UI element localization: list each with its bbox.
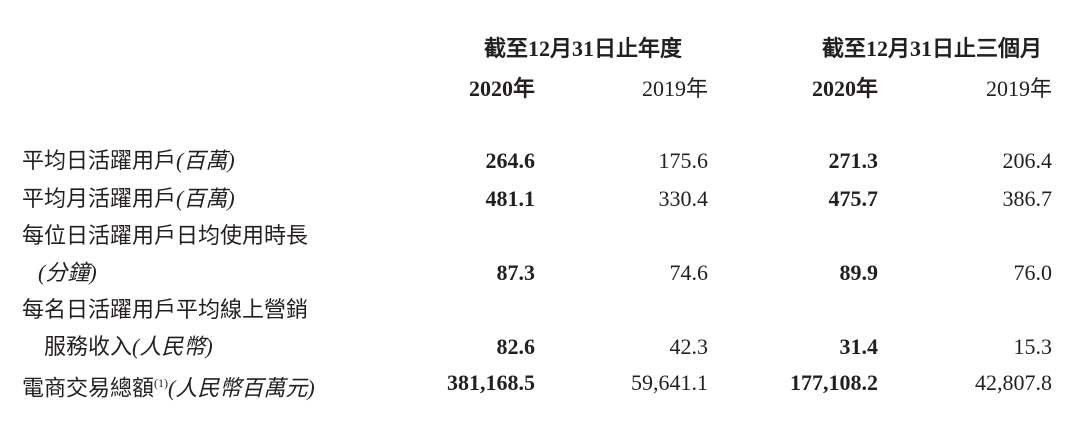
row-unit: (分鐘)	[38, 260, 97, 285]
cell-value: 330.4	[658, 186, 709, 211]
cell-value: 175.6	[658, 148, 709, 173]
cell-value: 264.6	[485, 148, 536, 173]
cell-value: 206.4	[1002, 148, 1053, 173]
row-label: 每位日活躍用戶日均使用時長	[22, 223, 309, 248]
cell-value: 381,168.5	[447, 370, 535, 395]
cell-value: 89.9	[839, 260, 879, 285]
row-label: 平均日活躍用戶	[22, 148, 177, 173]
row-label: 服務收入	[44, 334, 133, 359]
cell-value: 271.3	[828, 148, 879, 173]
footnote-ref: (1)	[154, 376, 169, 390]
cell-value: 177,108.2	[790, 370, 878, 395]
cell-value: 76.0	[1013, 260, 1053, 285]
cell-value: 15.3	[1013, 334, 1053, 359]
cell-value: 42,807.8	[975, 370, 1052, 395]
row-unit: (百萬)	[176, 148, 235, 173]
group-header: 截至12月31日止三個月	[821, 36, 1042, 61]
cell-value: 31.4	[839, 334, 879, 359]
cell-value: 74.6	[669, 260, 709, 285]
row-label-line: 電商交易總額(1)(人民幣百萬元)	[22, 370, 315, 401]
year-header: 2020年	[811, 76, 878, 101]
row-label-line: 服務收入(人民幣)	[44, 334, 213, 360]
cell-value: 87.3	[496, 260, 536, 285]
cell-value: 82.6	[496, 334, 536, 359]
row-label-line: 平均月活躍用戶(百萬)	[22, 186, 235, 212]
cell-value: 481.1	[485, 186, 536, 211]
group-header: 截至12月31日止年度	[483, 36, 682, 61]
cell-value: 475.7	[828, 186, 879, 211]
row-unit: (百萬)	[176, 186, 235, 211]
cell-value: 386.7	[1002, 186, 1053, 211]
cell-value: 59,641.1	[631, 370, 708, 395]
row-unit: (人民幣)	[132, 334, 213, 359]
row-unit: (人民幣百萬元)	[168, 375, 315, 401]
cell-value: 42.3	[669, 334, 709, 359]
row-label-line: 平均日活躍用戶(百萬)	[22, 148, 235, 174]
year-header: 2020年	[468, 76, 535, 101]
row-label: 電商交易總額	[22, 375, 155, 401]
row-label: 平均月活躍用戶	[22, 186, 177, 211]
year-header: 2019年	[641, 76, 708, 101]
year-header: 2019年	[985, 76, 1052, 101]
row-label: 每名日活躍用戶平均線上營銷	[22, 297, 309, 322]
